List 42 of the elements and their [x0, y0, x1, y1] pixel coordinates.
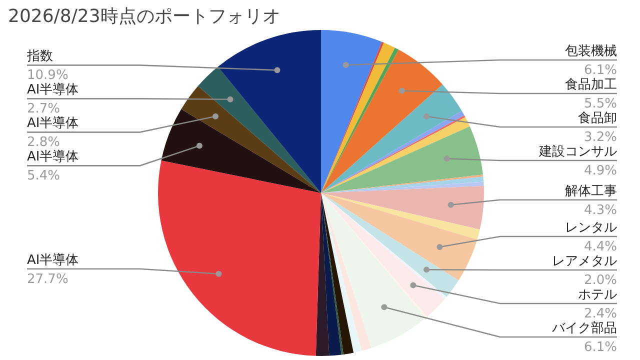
- data-label: 5.5%: [584, 96, 617, 112]
- pie-slice: [181, 86, 321, 193]
- data-label: 10.9%: [27, 68, 68, 84]
- slice-label: バイク部品: [551, 321, 617, 336]
- slice-label: 食品卸: [578, 110, 617, 126]
- pie-slice: [321, 50, 443, 193]
- slice-label: AI半導体: [27, 150, 79, 165]
- pie-slice: [321, 193, 480, 240]
- slice-label: AI半導体: [27, 252, 79, 268]
- data-label: 3.2%: [584, 130, 617, 145]
- pie-slice: [321, 126, 483, 193]
- pie-slice: [198, 66, 321, 193]
- slice-label: 包装機械: [565, 44, 617, 59]
- data-label: 6.1%: [584, 340, 617, 355]
- pie-slice: [321, 193, 354, 354]
- slice-label: レンタル: [565, 220, 617, 236]
- pie-slice: [158, 160, 321, 356]
- slice-label: 食品加工: [565, 77, 617, 92]
- slice-label: AI半導体: [27, 116, 79, 132]
- data-label: 2.7%: [27, 102, 60, 117]
- slice-label: 解体工事: [565, 184, 617, 199]
- slice-label: 指数: [26, 49, 53, 64]
- slice-label: レアメタル: [552, 254, 617, 269]
- data-label: 2.4%: [584, 306, 617, 322]
- pie-slice: [321, 186, 484, 230]
- slice-label: 建設コンサル: [538, 144, 617, 160]
- data-label: 5.4%: [27, 168, 60, 184]
- pie-slice: [321, 193, 426, 348]
- pie-slice: [161, 109, 321, 193]
- slice-label: AI半導体: [27, 82, 79, 98]
- data-label: 4.3%: [584, 202, 617, 218]
- pie-slice: [218, 30, 321, 193]
- pie-slice: [321, 193, 478, 280]
- data-label: 2.8%: [27, 135, 60, 150]
- data-label: 4.9%: [584, 163, 617, 178]
- data-label: 4.4%: [584, 240, 617, 254]
- data-label: 2.0%: [584, 273, 617, 288]
- data-label: 27.7%: [27, 272, 68, 287]
- pie-slice: [321, 84, 462, 193]
- chart-title: 2026/8/23時点のポートフォリオ: [8, 6, 280, 27]
- slice-label: ホテル: [578, 288, 617, 302]
- data-label: 6.1%: [584, 62, 617, 78]
